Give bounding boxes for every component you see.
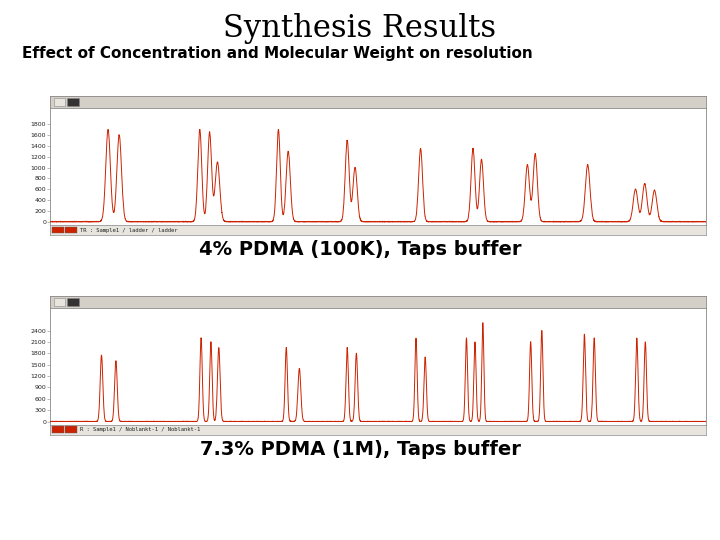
Bar [67,298,78,306]
Bar [65,427,76,433]
Text: R : Sample1 / Noblankt-1 / Noblankt-1: R : Sample1 / Noblankt-1 / Noblankt-1 [80,427,200,433]
Bar [53,227,64,233]
Bar [54,298,66,306]
Bar [54,98,66,106]
Text: 7.3% PDMA (1M), Taps buffer: 7.3% PDMA (1M), Taps buffer [199,440,521,459]
Text: TR : Sample1 / ladder / ladder: TR : Sample1 / ladder / ladder [80,227,177,233]
Text: 4% PDMA (100K), Taps buffer: 4% PDMA (100K), Taps buffer [199,240,521,259]
Bar [65,227,76,233]
Bar [53,427,64,433]
Text: Effect of Concentration and Molecular Weight on resolution: Effect of Concentration and Molecular We… [22,46,532,61]
Text: Synthesis Results: Synthesis Results [223,14,497,44]
Bar [67,98,78,106]
